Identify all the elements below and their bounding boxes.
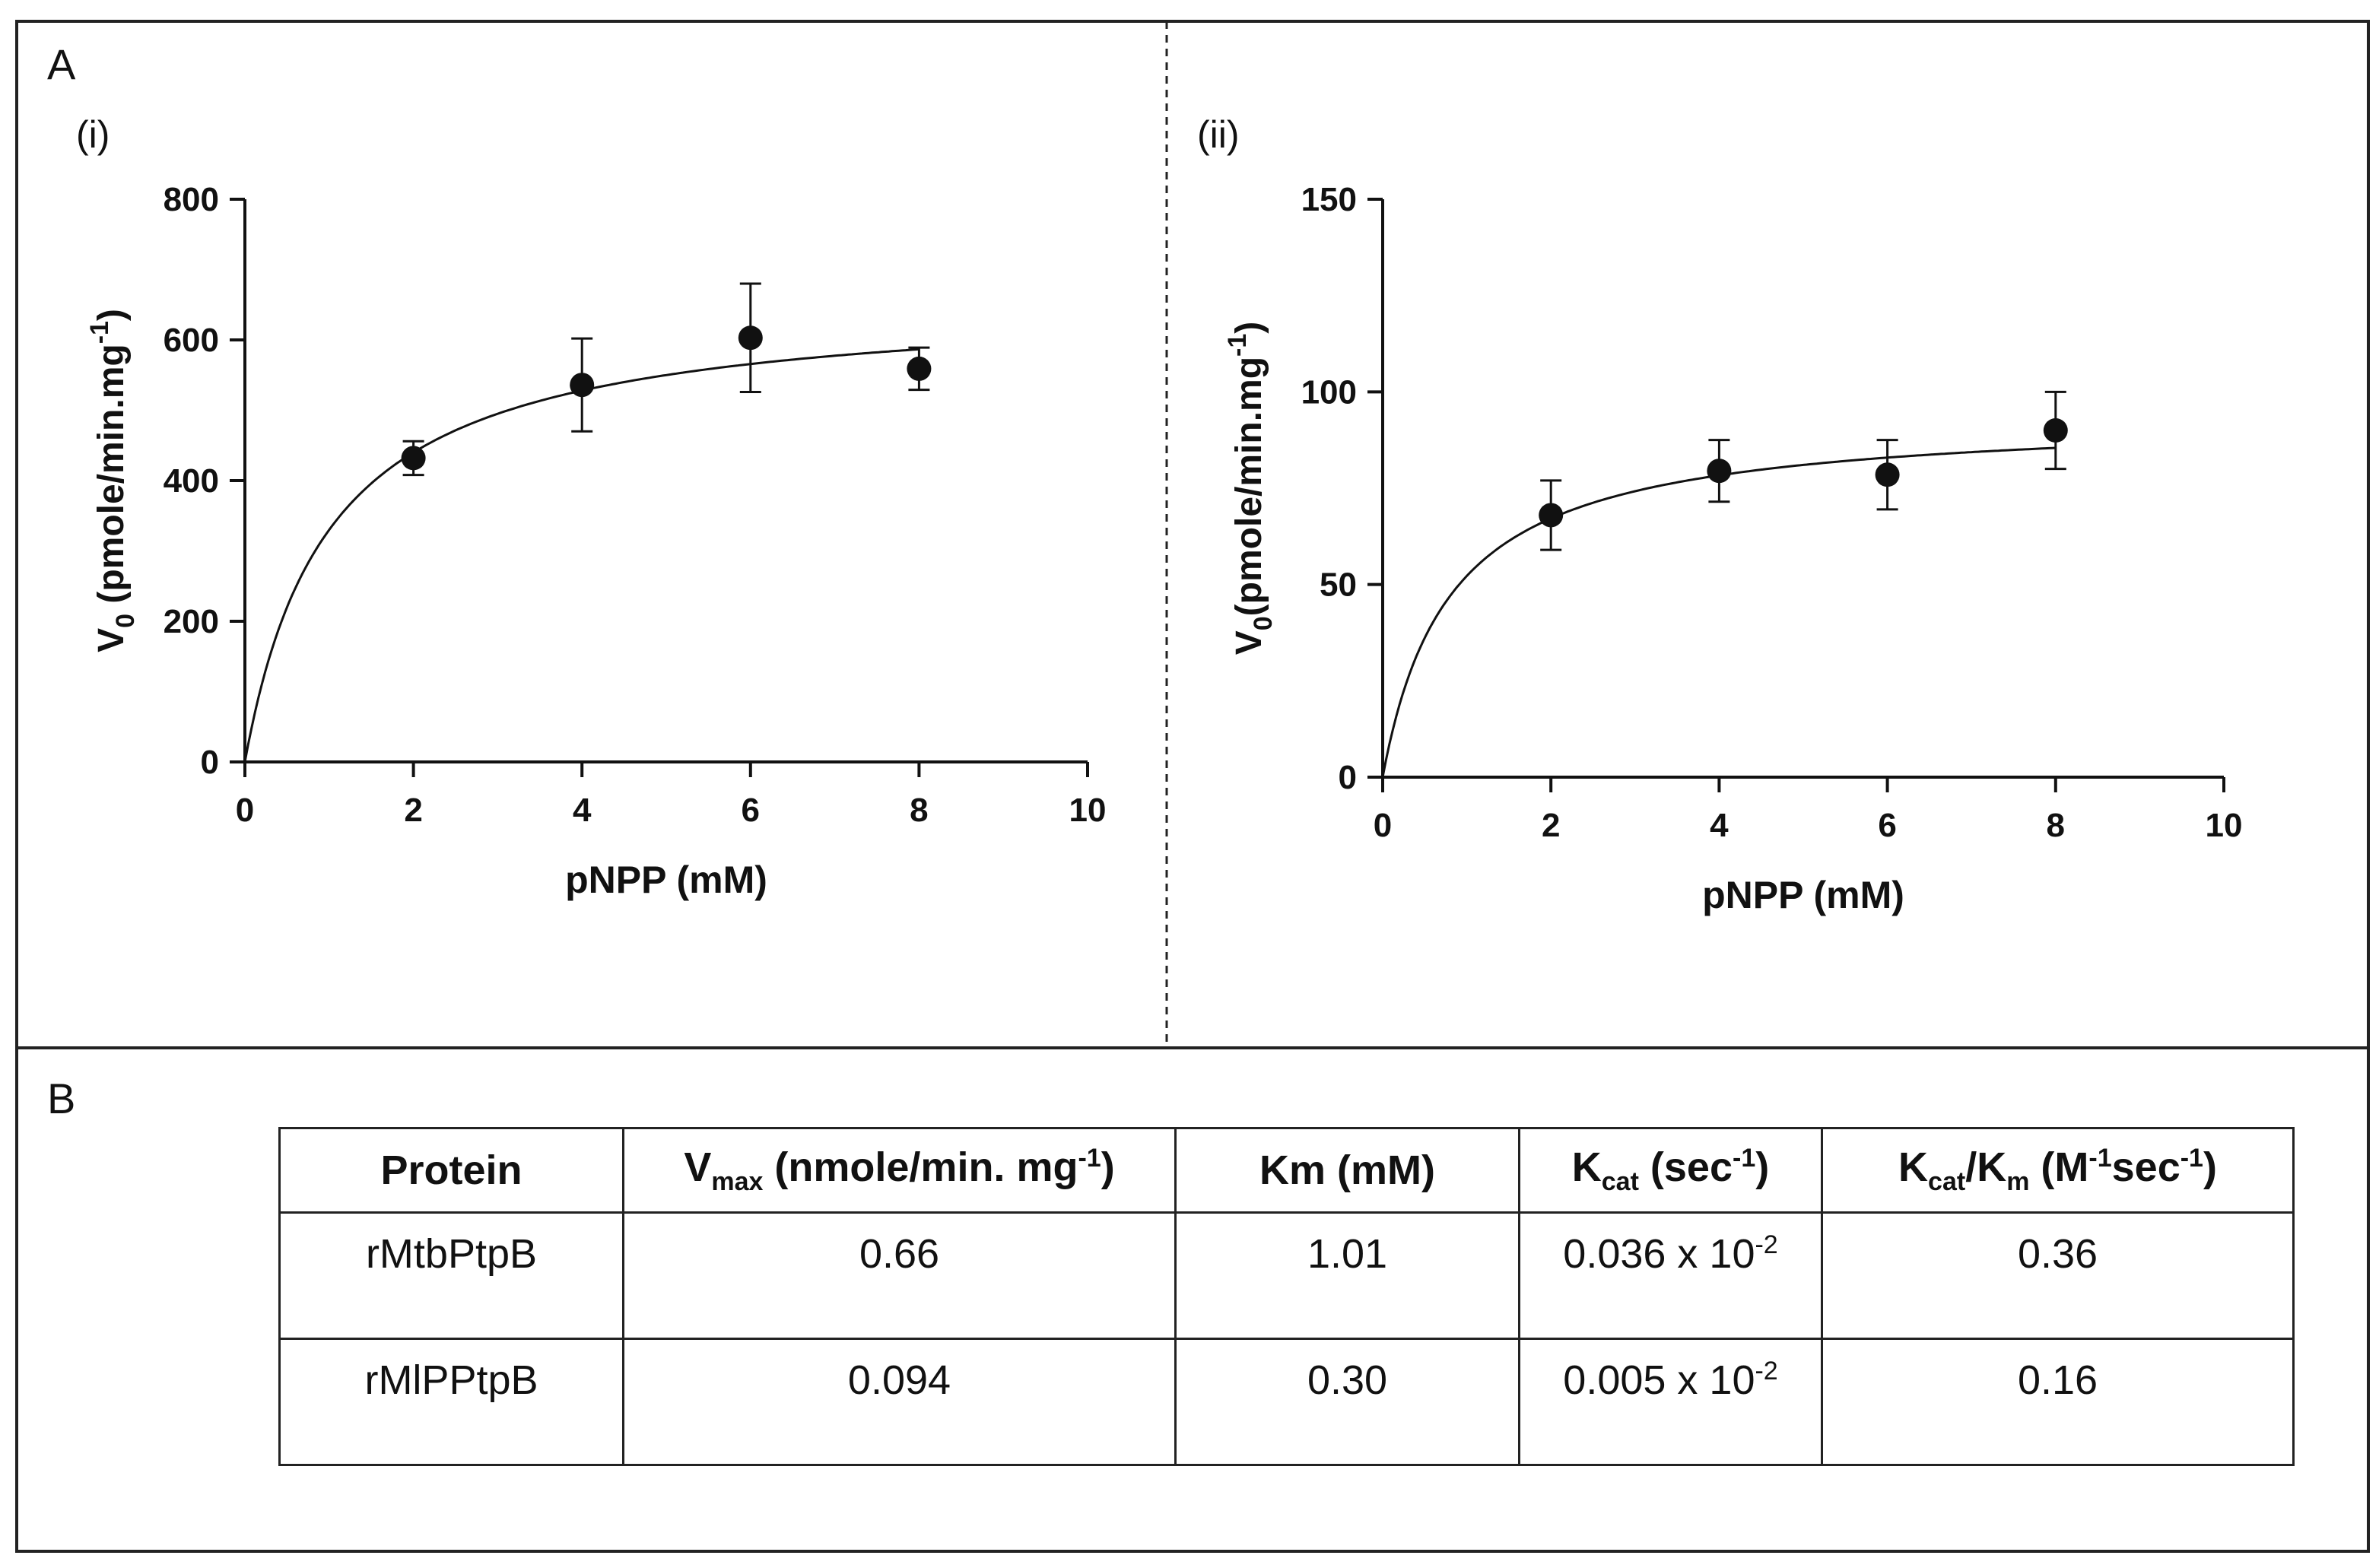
panel-a-label: A — [47, 40, 76, 88]
chart-i-data-point — [570, 373, 595, 398]
chart-ii-data-point — [1539, 503, 1564, 528]
chart-i-x-axis-label: pNPP (mM) — [565, 859, 767, 901]
chart-i-y-tick-label: 800 — [164, 181, 219, 218]
chart-i-x-tick-label: 0 — [236, 792, 254, 829]
cell-protein: rMlPPtpB — [278, 1338, 624, 1466]
chart-i-data-point — [907, 356, 932, 381]
chart-ii-y-tick-label: 50 — [1320, 567, 1357, 604]
chart-i-x-tick-label: 2 — [404, 792, 422, 829]
cell-vmax: 0.094 — [622, 1338, 1177, 1466]
chart-i-y-tick-label: 200 — [164, 603, 219, 640]
chart-i-y-tick-label: 400 — [164, 462, 219, 500]
chart-i-panel-label: (i) — [76, 113, 110, 156]
chart-ii-data-point — [2043, 418, 2068, 443]
chart-i-data-point — [401, 446, 426, 471]
cell-kcat-km: 0.36 — [1821, 1211, 2295, 1340]
chart-ii-y-tick-label: 0 — [1339, 759, 1357, 796]
header-km: Km (mM) — [1174, 1127, 1520, 1214]
kinetics-table: Protein Vmax (nmole/min. mg-1) Km (mM) K… — [278, 1127, 2295, 1466]
chart-ii-x-tick-label: 4 — [1710, 807, 1729, 844]
table-row: rMlPPtpB 0.094 0.30 0.005 x 10-2 0.16 — [278, 1338, 2295, 1466]
cell-kcat: 0.036 x 10-2 — [1518, 1211, 1823, 1340]
chart-i-x-tick-label: 8 — [910, 792, 928, 829]
chart-ii-y-tick-label: 150 — [1301, 181, 1357, 218]
chart-i-group: 0 2 4 6 8 10 0 200 400 600 800 pNPP (mM) V0 (pmole/m… — [85, 181, 1106, 901]
chart-ii-x-tick-label: 10 — [2206, 807, 2243, 844]
chart-ii-x-tick-label: 6 — [1878, 807, 1896, 844]
chart-i-y-tick-label: 0 — [201, 744, 219, 781]
chart-ii-x-axis-label: pNPP (mM) — [1702, 874, 1904, 916]
chart-ii-y-tick-label: 100 — [1301, 373, 1357, 411]
chart-i-x-tick-label: 10 — [1069, 792, 1107, 829]
figure-frame — [15, 20, 2370, 1553]
table-row: rMtbPtpB 0.66 1.01 0.036 x 10-2 0.36 — [278, 1211, 2295, 1340]
header-protein: Protein — [278, 1127, 624, 1214]
chart-i-data-point — [738, 325, 763, 351]
cell-vmax: 0.66 — [622, 1211, 1177, 1340]
chart-ii-panel-label: (ii) — [1197, 113, 1240, 156]
chart-ii-x-tick-label: 2 — [1542, 807, 1560, 844]
cell-protein: rMtbPtpB — [278, 1211, 624, 1340]
header-vmax: Vmax (nmole/min. mg-1) — [622, 1127, 1177, 1214]
chart-ii-x-tick-label: 0 — [1374, 807, 1392, 844]
chart-i-y-axis-label: V0 (pmole/min.mg-1) — [85, 309, 140, 652]
chart-i-x-tick-label: 6 — [742, 792, 760, 829]
chart-ii-x-tick-label: 8 — [2047, 807, 2065, 844]
cell-kcat-km: 0.16 — [1821, 1338, 2295, 1466]
chart-i-x-tick-label: 4 — [573, 792, 592, 829]
panel-b-label: B — [47, 1074, 76, 1122]
cell-km: 0.30 — [1174, 1338, 1520, 1466]
cell-km: 1.01 — [1174, 1211, 1520, 1340]
chart-ii-y-axis-label: V0(pmole/min.mg-1) — [1223, 322, 1278, 655]
header-kcat-km: Kcat/Km (M-1sec-1) — [1821, 1127, 2295, 1214]
chart-ii-data-point — [1707, 459, 1732, 484]
table-header-row: Protein Vmax (nmole/min. mg-1) Km (mM) K… — [278, 1127, 2295, 1214]
chart-ii-data-point — [1875, 462, 1900, 487]
chart-i-y-tick-label: 600 — [164, 322, 219, 359]
cell-kcat: 0.005 x 10-2 — [1518, 1338, 1823, 1466]
header-kcat: Kcat (sec-1) — [1518, 1127, 1823, 1214]
